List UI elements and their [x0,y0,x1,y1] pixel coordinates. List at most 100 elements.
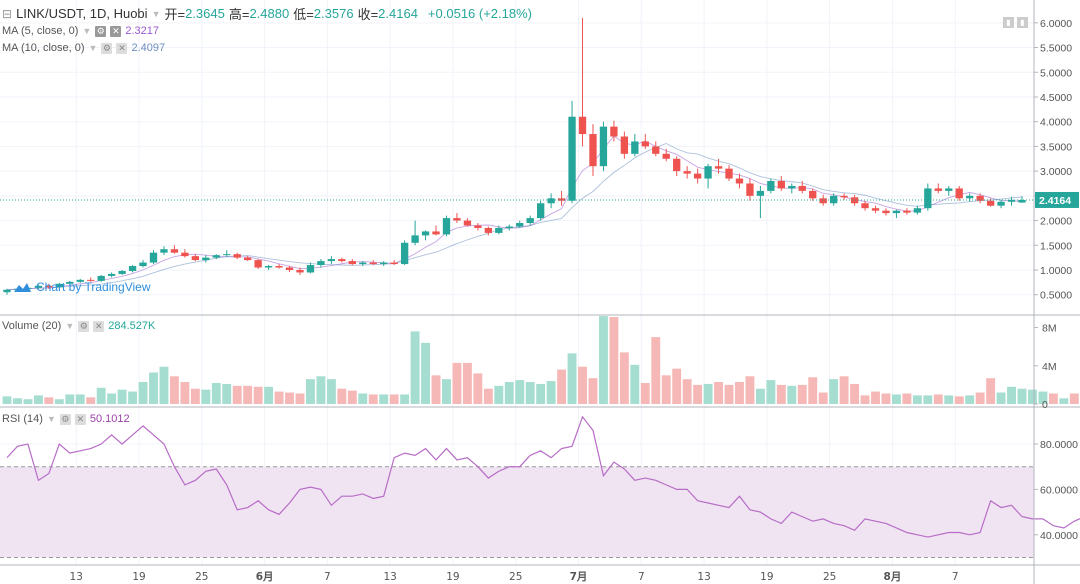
candle-body [892,210,901,214]
volume-bar [452,362,462,404]
candle-body [610,126,618,137]
volume-bar [169,376,179,404]
symbol-title: LINK/USDT, 1D, Huobi [16,6,148,21]
close-icon[interactable]: ✕ [116,42,128,54]
chevron-down-icon[interactable]: ▼ [65,321,75,331]
candle-body [45,285,53,288]
volume-bar [107,393,117,404]
candle-body [840,195,848,198]
settings-icon[interactable]: ⚙ [78,320,90,332]
volume-bar [588,378,598,404]
collapse-icon[interactable]: ⊟ [2,6,13,21]
candle-body [369,262,377,265]
volume-bar [871,391,880,404]
volume-bar [462,362,472,404]
candle-body [955,188,963,199]
volume-bar [389,394,399,404]
candle-body [160,249,168,253]
settings-icon[interactable]: ⚙ [101,42,113,54]
candle-body [463,220,472,226]
volume-bar [975,392,985,404]
volume-bar [243,385,253,404]
volume-bar [839,376,849,404]
candle-body [526,218,534,224]
volume-bar [776,384,786,404]
ma10-label: MA (10, close, 0) [2,42,85,54]
volume-bar [640,382,650,404]
volume-bar [222,383,232,404]
candle-body [223,254,231,256]
volume-bar [1069,393,1079,404]
volume-bar [1017,388,1027,404]
tradingview-watermark[interactable]: Chart by TradingView [12,280,151,294]
volume-bar [923,395,933,404]
candle-body [202,257,210,261]
candle-body [777,181,785,189]
candle-body [317,261,325,266]
volume-bar [525,382,535,404]
volume-bar [661,375,671,404]
candle-body [882,210,890,214]
close-icon[interactable]: ✕ [74,413,86,425]
close-icon[interactable]: ✕ [93,320,105,332]
ma5-legend: MA (5, close, 0) ▼ ⚙ ✕ 2.3217 [2,25,159,37]
price-tick-label: 3.5000 [1040,141,1072,153]
candle-body [1007,199,1016,202]
candle-body [986,200,995,206]
candle-body [641,141,649,147]
volume-bar [745,376,755,404]
price-tick-label: 1.5000 [1040,240,1072,252]
volume-bar [421,342,431,404]
price-tick-label: 1.0000 [1040,265,1072,277]
price-tick-label: 6.0000 [1040,18,1072,30]
volume-bar [567,353,577,404]
maximize-pane-icon[interactable]: ▮ [1003,17,1014,28]
chevron-down-icon[interactable]: ▼ [88,43,98,53]
settings-icon[interactable]: ⚙ [59,413,71,425]
chevron-down-icon[interactable]: ▼ [46,414,56,424]
candle-body [589,134,597,167]
volume-bar [400,394,410,404]
chevron-down-icon[interactable]: ▼ [82,26,92,36]
volume-bar [703,383,713,404]
candle-body [505,226,513,228]
candle-body [767,181,775,191]
candle-body [652,146,660,154]
volume-value: 284.527K [108,320,156,332]
volume-bar [860,395,870,404]
open-label: 开= [164,7,186,22]
candle-body [495,227,503,233]
candle-body [107,273,116,276]
candle-body [212,255,220,258]
volume-bar [850,383,860,404]
candle-body [149,252,158,263]
ma5-line [6,135,1023,291]
candle-body [976,195,984,201]
candle-body [599,126,608,167]
price-tick-label: 3.0000 [1040,166,1072,178]
candle-body [819,198,827,204]
volume-bar [986,378,996,404]
ma5-label: MA (5, close, 0) [2,25,79,37]
candle-body [673,158,681,172]
close-icon[interactable]: ✕ [110,25,122,37]
chevron-down-icon[interactable]: ▼ [151,8,161,19]
volume-bar [714,382,723,404]
price-tick-label: 2.0000 [1040,216,1072,228]
volume-bar [651,337,661,404]
x-tick-label: 6月 [256,571,274,583]
candle-body [453,218,461,221]
volume-bar [337,388,347,404]
pane-controls: ▮ ▮ [1003,17,1028,28]
candle-body [997,201,1005,206]
volume-bar [1059,398,1069,404]
volume-bar [159,366,169,404]
settings-icon[interactable]: ⚙ [95,25,107,37]
open-value: 2.3645 [185,6,225,21]
pane-settings-icon[interactable]: ▮ [1017,17,1028,28]
volume-bar [494,385,504,404]
last-price-label: 2.4164 [1039,195,1071,207]
candle-body [76,279,84,282]
volume-bar [787,385,797,404]
